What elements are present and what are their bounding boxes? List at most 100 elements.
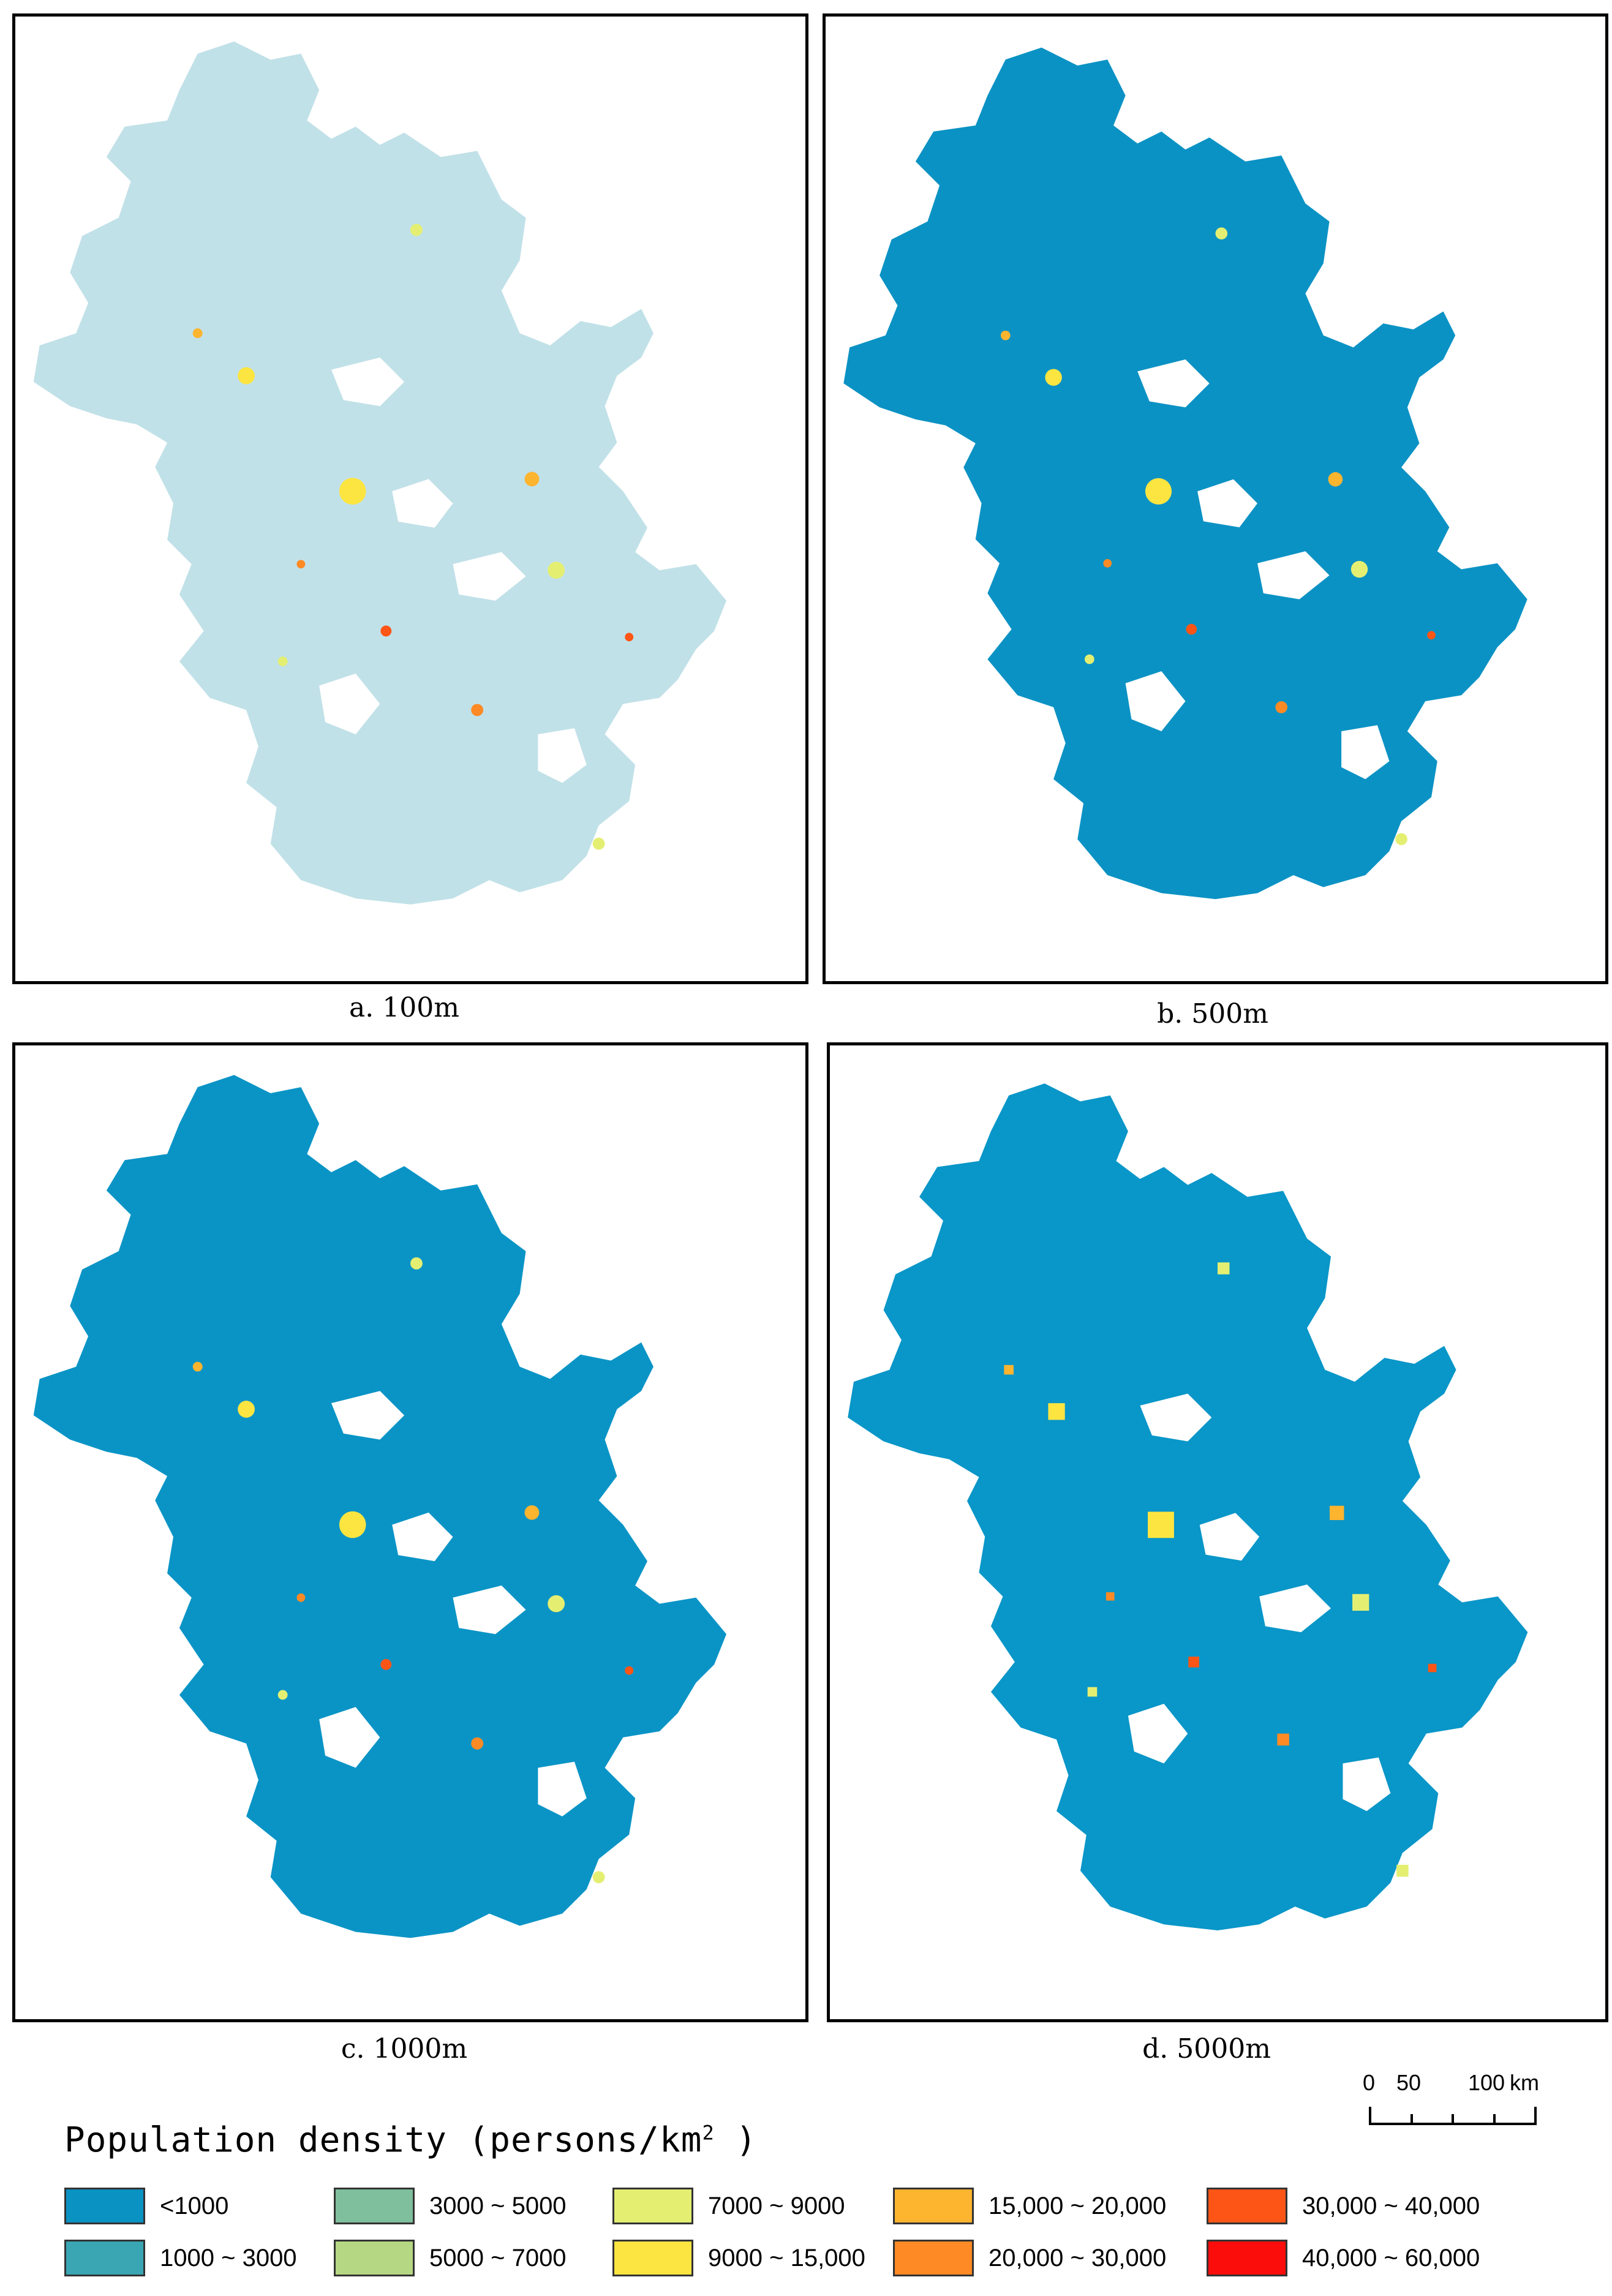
density-hotspot — [524, 472, 540, 487]
lake-gap — [538, 728, 587, 783]
lake-gap — [1257, 551, 1330, 600]
province-shape — [33, 1075, 726, 1938]
lake-gap — [1125, 671, 1186, 731]
caption-5000m: d. 5000m — [1142, 2033, 1271, 2065]
density-hotspot — [192, 1361, 203, 1372]
legend-item-20000-30000: 20,000 ~ 30,000 — [893, 2238, 1166, 2278]
legend-swatch — [612, 2188, 693, 2224]
legend-label: 1000 ~ 3000 — [160, 2244, 297, 2272]
legend-label: 9000 ~ 15,000 — [708, 2244, 865, 2272]
density-hotspot — [625, 633, 634, 642]
lake-gap — [1137, 359, 1210, 408]
lake-gap — [453, 552, 526, 601]
density-hotspot — [592, 837, 605, 850]
province-shape — [33, 41, 726, 905]
lake-gap — [1343, 1757, 1391, 1812]
legend-title: Population density (persons/km2 ) — [64, 2120, 757, 2160]
density-hotspot — [1048, 1403, 1065, 1420]
lake-gap — [392, 1512, 453, 1562]
density-hotspot — [339, 478, 366, 505]
density-hotspot — [471, 704, 484, 717]
density-hotspot — [1350, 560, 1368, 578]
province-outline — [33, 1075, 726, 1938]
scale-tick-100: 100 — [1468, 2070, 1505, 2095]
legend-label: 40,000 ~ 60,000 — [1302, 2244, 1480, 2272]
legend-item-9000-15000: 9000 ~ 15,000 — [612, 2238, 865, 2278]
density-hotspot — [548, 562, 565, 579]
density-hotspot — [238, 367, 255, 385]
population-map-1000m — [33, 1075, 726, 1938]
legend-swatch — [893, 2188, 974, 2224]
density-hotspot — [1215, 227, 1228, 239]
density-hotspot — [296, 560, 306, 569]
map-panel-500m — [823, 13, 1608, 984]
legend-swatch — [64, 2240, 145, 2276]
scale-unit: km — [1510, 2070, 1539, 2095]
legend-item-30000-40000: 30,000 ~ 40,000 — [1207, 2186, 1480, 2226]
density-hotspot — [1427, 631, 1436, 640]
lake-gap — [1259, 1584, 1331, 1633]
lake-gap — [1341, 725, 1390, 780]
lake-gap — [1128, 1703, 1188, 1764]
density-hotspot — [471, 1737, 484, 1750]
lake-gap — [1197, 479, 1258, 528]
lake-gap — [319, 1707, 380, 1768]
lake-gap — [331, 357, 405, 407]
density-hotspot — [238, 1401, 255, 1418]
province-outline — [848, 1083, 1528, 1931]
legend-item-3000-5000: 3000 ~ 5000 — [334, 2186, 567, 2226]
density-hotspot — [1186, 623, 1197, 635]
legend-item-lt1000: <1000 — [64, 2186, 228, 2226]
legend-item-15000-20000: 15,000 ~ 20,000 — [893, 2186, 1166, 2226]
density-hotspot — [625, 1666, 634, 1675]
density-hotspot — [1395, 833, 1407, 846]
lake-gap — [1140, 1393, 1212, 1442]
population-map-5000m — [848, 1083, 1528, 1931]
density-hotspot — [1428, 1663, 1437, 1673]
legend-label: 5000 ~ 7000 — [429, 2244, 567, 2272]
lake-gap — [392, 479, 453, 528]
density-hotspot — [1004, 1364, 1014, 1375]
scale-bar: 0 50 100 km — [1363, 2070, 1546, 2144]
density-hotspot — [1328, 472, 1343, 487]
density-hotspot — [1145, 478, 1172, 505]
legend-item-1000-3000: 1000 ~ 3000 — [64, 2238, 297, 2278]
legend-swatch — [1207, 2240, 1287, 2276]
density-hotspot — [410, 224, 423, 236]
map-panel-100m — [12, 13, 808, 984]
legend-title-text: Population density (persons/km — [64, 2120, 702, 2160]
density-hotspot — [1275, 701, 1288, 713]
density-hotspot — [339, 1511, 366, 1538]
legend-item-7000-9000: 7000 ~ 9000 — [612, 2186, 845, 2226]
scale-bar-line — [1369, 2107, 1537, 2125]
density-hotspot — [524, 1505, 540, 1520]
density-hotspot — [1352, 1594, 1369, 1611]
density-hotspot — [296, 1593, 306, 1602]
province-outline — [33, 41, 726, 905]
density-hotspot — [277, 1690, 288, 1700]
legend-title-superscript: 2 — [702, 2121, 715, 2145]
legend-swatch — [893, 2240, 974, 2276]
lake-gap — [538, 1761, 587, 1816]
density-hotspot — [192, 328, 203, 339]
population-map-500m — [843, 47, 1527, 900]
legend-label: 20,000 ~ 30,000 — [989, 2244, 1167, 2272]
province-outline — [843, 47, 1527, 900]
density-hotspot — [1045, 369, 1062, 386]
density-hotspot — [1188, 1657, 1199, 1668]
caption-1000m: c. 1000m — [341, 2033, 468, 2065]
caption-100m: a. 100m — [349, 992, 459, 1023]
density-hotspot — [548, 1595, 565, 1613]
legend-swatch — [334, 2188, 415, 2224]
legend-label: 3000 ~ 5000 — [429, 2192, 567, 2219]
density-hotspot — [1103, 559, 1112, 568]
density-hotspot — [1000, 330, 1011, 341]
density-hotspot — [1085, 654, 1094, 664]
map-panel-1000m — [12, 1042, 808, 2022]
legend-label: 30,000 ~ 40,000 — [1302, 2192, 1480, 2219]
lake-gap — [331, 1391, 405, 1440]
legend-swatch — [64, 2188, 145, 2224]
scale-tick-50: 50 — [1396, 2070, 1422, 2095]
density-hotspot — [1087, 1687, 1098, 1697]
population-map-100m — [33, 41, 726, 905]
